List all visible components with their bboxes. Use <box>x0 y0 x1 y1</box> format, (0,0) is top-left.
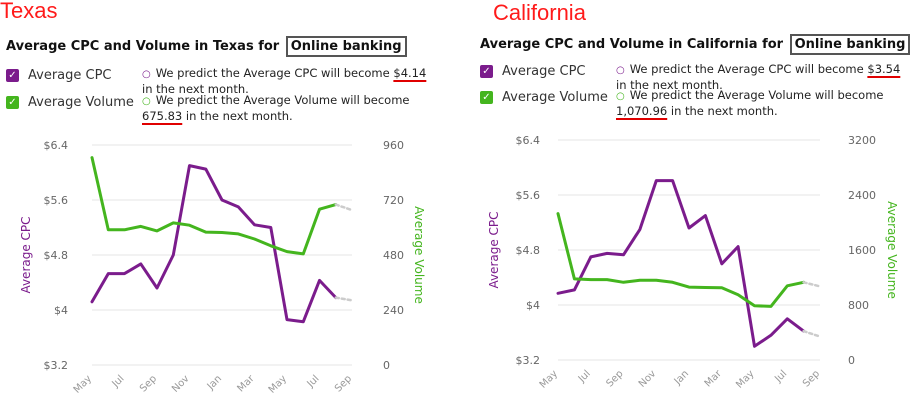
legend-toggle-cpc[interactable]: ✓ Average CPC <box>6 68 112 83</box>
prediction-text: in the next month. <box>142 82 249 96</box>
x-tick-label: Jul <box>576 368 593 385</box>
legend-label-volume: Average Volume <box>502 90 608 105</box>
region-title-texas: Texas <box>0 0 58 23</box>
checkmark-icon: ✓ <box>6 69 19 82</box>
prediction-text: We predict the Average CPC will become <box>155 66 394 80</box>
x-tick-label: Nov <box>170 373 192 395</box>
legend-toggle-volume[interactable]: ✓ Average Volume <box>480 90 608 105</box>
prediction-cpc: ○ We predict the Average CPC will become … <box>616 62 906 92</box>
prediction-text: We predict the Average Volume will becom… <box>155 93 410 107</box>
x-tick-label: Mar <box>703 368 725 390</box>
x-tick-label: Jul <box>305 373 322 390</box>
california-chart: $3.2 $4 $4.8 $5.6 $6.4 0 800 1600 2400 3200 Averag… <box>487 134 899 391</box>
y-left-tick-label: $4.8 <box>516 244 541 257</box>
y-left-tick-label: $3.2 <box>516 354 541 367</box>
cpc-forecast-line <box>802 329 822 338</box>
legend-toggle-volume[interactable]: ✓ Average Volume <box>6 95 134 110</box>
y-right-tick-label: 240 <box>383 304 404 317</box>
legend-toggle-cpc[interactable]: ✓ Average CPC <box>480 64 586 79</box>
x-tick-label: Sep <box>333 373 354 394</box>
keyword-box: Online banking <box>285 36 407 57</box>
x-tick-label: May <box>72 373 94 395</box>
y-right-axis-title: Average Volume <box>885 201 899 299</box>
y-right-tick-label: 2400 <box>848 189 876 202</box>
heading-text: Average CPC and Volume in Texas for <box>6 39 280 54</box>
y-right-tick-label: 800 <box>848 299 869 312</box>
circle-bullet-icon: ○ <box>616 65 625 76</box>
cpc-forecast-line <box>334 296 354 302</box>
circle-bullet-icon: ○ <box>616 91 625 102</box>
prediction-value: $4.14 <box>393 66 427 80</box>
volume-line <box>556 212 806 308</box>
y-left-tick-label: $4 <box>526 299 540 312</box>
y-right-tick-label: 720 <box>383 194 404 207</box>
prediction-value: 1,070.96 <box>616 104 668 118</box>
y-right-tick-label: 0 <box>848 354 855 367</box>
y-left-tick-label: $5.6 <box>516 189 541 202</box>
legend-label-cpc: Average CPC <box>502 64 586 79</box>
prediction-volume: ○ We predict the Average Volume will beco… <box>142 93 442 123</box>
x-tick-label: Mar <box>235 373 257 395</box>
prediction-text: We predict the Average Volume will becom… <box>629 88 884 102</box>
legend-label-cpc: Average CPC <box>28 68 112 83</box>
prediction-text: We predict the Average CPC will become <box>629 62 868 76</box>
x-tick-label: Jul <box>772 368 789 385</box>
x-tick-label: Sep <box>138 373 159 394</box>
y-left-tick-label: $6.4 <box>44 139 69 152</box>
x-tick-label: Jul <box>110 373 127 390</box>
prediction-value: 675.83 <box>142 109 183 123</box>
texas-chart: $3.2 $4 $4.8 $5.6 $6.4 0 240 480 720 960 Average C… <box>19 139 426 396</box>
y-right-tick-label: 960 <box>383 139 404 152</box>
y-left-tick-label: $4.8 <box>44 249 69 262</box>
y-right-tick-label: 0 <box>383 359 390 372</box>
y-left-tick-label: $3.2 <box>44 359 69 372</box>
keyword-box: Online banking <box>789 34 911 55</box>
prediction-volume: ○ We predict the Average Volume will beco… <box>616 88 886 118</box>
x-tick-label: Sep <box>801 368 822 389</box>
circle-bullet-icon: ○ <box>142 96 151 107</box>
y-left-tick-label: $6.4 <box>516 134 541 147</box>
prediction-text: in the next month. <box>667 104 778 118</box>
chart-heading-california: Average CPC and Volume in California for… <box>480 34 911 55</box>
y-right-axis-title: Average Volume <box>412 206 426 304</box>
heading-text: Average CPC and Volume in California for <box>480 37 784 52</box>
x-tick-label: Jan <box>672 368 691 387</box>
volume-line <box>90 156 338 256</box>
region-title-california: California <box>493 0 586 25</box>
x-tick-label: May <box>538 368 560 390</box>
cpc-line <box>556 179 806 348</box>
y-left-tick-label: $5.6 <box>44 194 69 207</box>
volume-forecast-line <box>802 281 822 288</box>
x-tick-label: Nov <box>637 368 659 390</box>
x-tick-label: May <box>267 373 289 395</box>
legend-label-volume: Average Volume <box>28 95 134 110</box>
x-tick-label: May <box>734 368 756 390</box>
y-right-tick-label: 3200 <box>848 134 876 147</box>
checkmark-icon: ✓ <box>6 96 19 109</box>
chart-heading-texas: Average CPC and Volume in Texas for Onli… <box>6 36 407 57</box>
volume-forecast-line <box>334 203 354 212</box>
prediction-text: in the next month. <box>182 109 293 123</box>
y-right-tick-label: 1600 <box>848 244 876 257</box>
cpc-line <box>90 164 338 324</box>
y-left-tick-label: $4 <box>54 304 68 317</box>
x-tick-label: Jan <box>205 373 224 392</box>
prediction-text: in the next month. <box>616 78 723 92</box>
prediction-cpc: ○ We predict the Average CPC will become … <box>142 66 432 96</box>
prediction-value: $3.54 <box>867 62 901 76</box>
checkmark-icon: ✓ <box>480 91 493 104</box>
x-tick-label: Sep <box>605 368 626 389</box>
checkmark-icon: ✓ <box>480 65 493 78</box>
circle-bullet-icon: ○ <box>142 69 151 80</box>
y-left-axis-title: Average CPC <box>487 211 501 288</box>
y-right-tick-label: 480 <box>383 249 404 262</box>
y-left-axis-title: Average CPC <box>19 216 33 293</box>
